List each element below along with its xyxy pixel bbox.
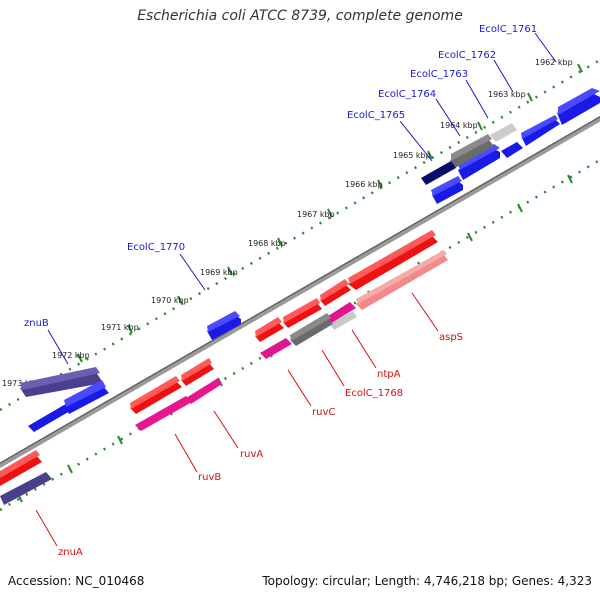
gene-arrow[interactable]	[0, 450, 40, 478]
gene-arrow[interactable]	[0, 472, 52, 505]
gene-arrow[interactable]	[290, 318, 333, 346]
gene-arrow[interactable]	[255, 317, 282, 337]
gene-arrow[interactable]	[290, 313, 331, 341]
gene-arrow[interactable]	[432, 181, 463, 204]
gene-arrow[interactable]	[356, 250, 447, 304]
tick-label: 1971 kbp	[101, 323, 139, 332]
gene-label[interactable]: znuB	[24, 318, 49, 329]
gene-arrow[interactable]	[451, 134, 492, 161]
gene-arrow[interactable]	[522, 119, 560, 146]
gene-label[interactable]: EcolC_1762	[438, 50, 496, 61]
tick-label: 1963 kbp	[488, 90, 526, 99]
gene-label[interactable]: EcolC_1770	[127, 242, 185, 253]
gene-arrow[interactable]	[181, 358, 212, 381]
gene-arrow[interactable]	[186, 378, 222, 404]
gene-label[interactable]: EcolC_1763	[410, 69, 468, 80]
gene-arrow[interactable]	[28, 405, 70, 432]
gene-arrow[interactable]	[20, 372, 103, 397]
gene-labels: EcolC_1761 EcolC_1762 EcolC_1763 EcolC_1…	[24, 24, 537, 558]
gene-arrow[interactable]	[64, 385, 109, 414]
reverse-strand-genes	[0, 230, 448, 505]
gene-arrow[interactable]	[255, 322, 284, 342]
gene-arrow[interactable]	[283, 303, 322, 328]
gene-label[interactable]: EcolC_1765	[347, 110, 405, 121]
gene-label[interactable]: EcolC_1768	[345, 388, 403, 399]
gene-arrow[interactable]	[320, 284, 351, 306]
tick-label: 1970 kbp	[151, 296, 189, 305]
tick-label: 1965 kbp	[393, 151, 431, 160]
outer-major-ticks	[27, 63, 583, 392]
kbp-tick-labels: 1962 kbp 1963 kbp 1964 kbp 1965 kbp 1966…	[2, 58, 573, 388]
accession-text: Accession: NC_010468	[8, 574, 145, 588]
gene-arrow[interactable]	[0, 455, 42, 486]
gene-arrow[interactable]	[521, 115, 558, 139]
gene-arrow[interactable]	[130, 376, 180, 409]
genome-backbone	[0, 115, 600, 469]
map-title: Escherichia coli ATCC 8739, complete gen…	[137, 8, 463, 24]
tick-label: 1964 kbp	[440, 121, 478, 130]
gene-arrow[interactable]	[260, 338, 292, 359]
gene-label[interactable]: EcolC_1761	[479, 24, 537, 35]
gene-arrow[interactable]	[207, 311, 240, 332]
gene-arrow[interactable]	[181, 363, 214, 386]
gene-label[interactable]: EcolC_1764	[378, 89, 436, 100]
gene-arrow[interactable]	[207, 315, 241, 340]
gene-arrow[interactable]	[348, 230, 436, 284]
tick-label: 1968 kbp	[248, 239, 286, 248]
tick-label: 1966 kbp	[345, 180, 383, 189]
tick-label: 1967 kbp	[297, 210, 335, 219]
genome-summary-text: Topology: circular; Length: 4,746,218 bp…	[262, 574, 592, 588]
gene-arrow[interactable]	[450, 139, 494, 168]
gene-label[interactable]: ntpA	[377, 369, 401, 380]
gene-arrow[interactable]	[501, 142, 523, 158]
gene-arrow[interactable]	[325, 302, 356, 324]
gene-label[interactable]: ruvB	[198, 472, 221, 483]
label-leaders	[35, 32, 557, 547]
tick-label: 1972 kbp	[52, 351, 90, 360]
gene-arrow[interactable]	[320, 279, 349, 301]
gene-label[interactable]: ruvA	[240, 449, 263, 460]
gene-arrow[interactable]	[490, 123, 517, 142]
gene-label[interactable]: ruvC	[312, 407, 335, 418]
gene-arrow[interactable]	[431, 176, 462, 196]
gene-arrow[interactable]	[356, 255, 448, 310]
gene-arrow[interactable]	[421, 161, 456, 185]
gene-label[interactable]: aspS	[439, 332, 463, 343]
gene-label[interactable]: znuA	[58, 547, 83, 558]
tick-label: 1962 kbp	[535, 58, 573, 67]
gene-arrow[interactable]	[130, 381, 182, 414]
gene-arrow[interactable]	[557, 93, 600, 125]
gene-arrow[interactable]	[558, 88, 600, 115]
gene-arrow[interactable]	[20, 367, 100, 390]
gene-arrow[interactable]	[348, 236, 438, 290]
gene-arrow[interactable]	[330, 311, 357, 330]
gene-arrow[interactable]	[458, 149, 500, 180]
gene-arrow[interactable]	[458, 144, 500, 170]
gene-arrow[interactable]	[135, 396, 192, 431]
gene-arrow[interactable]	[283, 298, 320, 323]
gene-arrow[interactable]	[64, 380, 106, 407]
outer-dotted-ring	[0, 58, 600, 412]
forward-strand-genes	[20, 88, 600, 432]
tick-label: 1969 kbp	[200, 268, 238, 277]
